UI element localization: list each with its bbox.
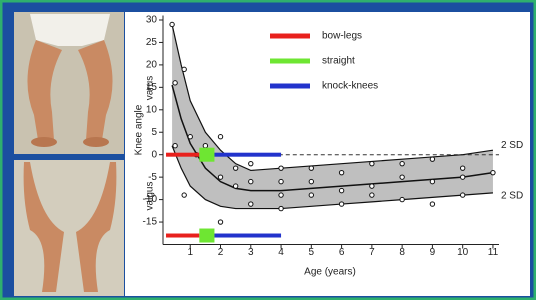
y-tick-label: 10 <box>146 104 158 115</box>
x-tick-label: 6 <box>339 247 345 258</box>
data-point <box>170 22 174 26</box>
data-point <box>173 144 177 148</box>
data-point <box>279 193 283 197</box>
y-tick-label: -10 <box>143 194 158 205</box>
data-point <box>249 179 253 183</box>
data-point <box>460 166 464 170</box>
slide: Knee angle varus valgus Age (years) 2 SD… <box>0 0 536 300</box>
data-point <box>400 197 404 201</box>
x-tick-label: 10 <box>457 247 469 258</box>
data-point <box>400 161 404 165</box>
data-point <box>233 166 237 170</box>
legend-label: bow-legs <box>322 31 362 42</box>
data-point <box>339 202 343 206</box>
y-tick-label: 15 <box>146 82 158 93</box>
data-point <box>400 175 404 179</box>
photo-bow-legs <box>14 12 124 154</box>
y-tick-label: -5 <box>148 172 157 183</box>
x-tick-label: 1 <box>187 247 193 258</box>
data-point <box>173 81 177 85</box>
photo-knock-knees <box>14 160 124 296</box>
age-range-bar <box>166 153 199 157</box>
x-tick-label: 3 <box>248 247 254 258</box>
sd-label: 2 SD <box>501 191 523 202</box>
data-point <box>182 67 186 71</box>
age-range-bar <box>214 153 281 157</box>
data-point <box>370 161 374 165</box>
data-point <box>339 188 343 192</box>
data-point <box>279 166 283 170</box>
data-point <box>218 220 222 224</box>
data-point <box>182 193 186 197</box>
y-axis-label: Knee angle <box>134 104 145 155</box>
y-tick-label: 5 <box>151 127 157 138</box>
age-range-bar <box>166 234 199 238</box>
age-range-bar <box>199 229 214 243</box>
y-tick-label: 0 <box>151 149 157 160</box>
data-point <box>370 193 374 197</box>
data-point <box>233 184 237 188</box>
data-point <box>218 175 222 179</box>
data-point <box>460 175 464 179</box>
y-tick-label: 20 <box>146 60 158 71</box>
x-tick-label: 9 <box>430 247 436 258</box>
data-point <box>370 184 374 188</box>
data-point <box>339 170 343 174</box>
x-tick-label: 11 <box>488 247 499 258</box>
y-tick-label: 30 <box>146 15 158 26</box>
x-axis-label: Age (years) <box>304 267 356 278</box>
data-point <box>430 202 434 206</box>
data-point <box>249 202 253 206</box>
x-tick-label: 5 <box>309 247 315 258</box>
data-point <box>309 179 313 183</box>
x-tick-label: 7 <box>369 247 375 258</box>
legend-label: straight <box>322 56 355 67</box>
data-point <box>249 161 253 165</box>
data-point <box>218 135 222 139</box>
data-point <box>309 193 313 197</box>
x-tick-label: 4 <box>278 247 284 258</box>
data-point <box>279 206 283 210</box>
y-tick-label: 25 <box>146 37 158 48</box>
sd-label: 2 SD <box>501 140 523 151</box>
data-point <box>203 144 207 148</box>
data-point <box>188 135 192 139</box>
data-point <box>430 179 434 183</box>
y-tick-label: -15 <box>143 217 158 228</box>
data-point <box>279 179 283 183</box>
age-range-bar <box>214 234 281 238</box>
data-point <box>491 170 495 174</box>
age-range-bar <box>199 148 214 162</box>
data-point <box>430 157 434 161</box>
data-point <box>309 166 313 170</box>
x-tick-label: 8 <box>399 247 405 258</box>
data-point <box>460 193 464 197</box>
x-tick-label: 2 <box>218 247 224 258</box>
legend-label: knock-knees <box>322 81 378 92</box>
